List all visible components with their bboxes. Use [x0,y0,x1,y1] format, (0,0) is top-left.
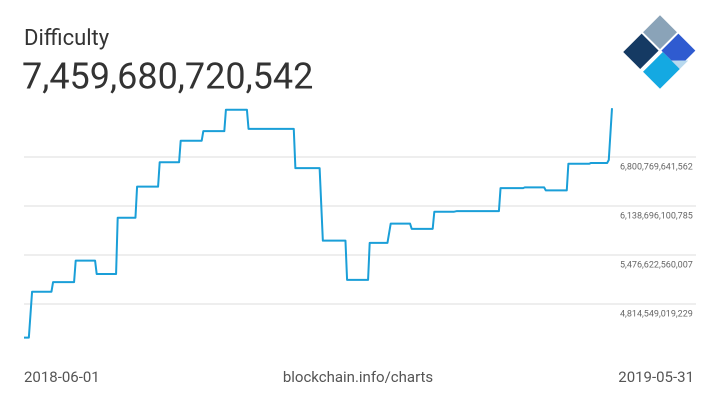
x-tick-label: 2018-06-01 [24,368,100,386]
logo-piece [623,33,659,69]
y-tick-label: 6,138,696,100,785 [620,211,693,221]
x-tick-label: 2019-05-31 [618,368,694,386]
line [24,108,613,339]
source: blockchain.info/charts [283,368,433,386]
logo [623,15,696,89]
current-value: 7,459,680,720,542 [22,56,313,98]
y-tick-label: 5,476,622,560,007 [620,260,693,270]
logo-piece [643,52,680,89]
chart-title: Difficulty [24,26,110,51]
y-tick-label: 6,800,769,641,562 [620,162,693,172]
logo-piece [671,60,689,69]
y-tick-label: 4,814,549,019,229 [620,309,693,319]
